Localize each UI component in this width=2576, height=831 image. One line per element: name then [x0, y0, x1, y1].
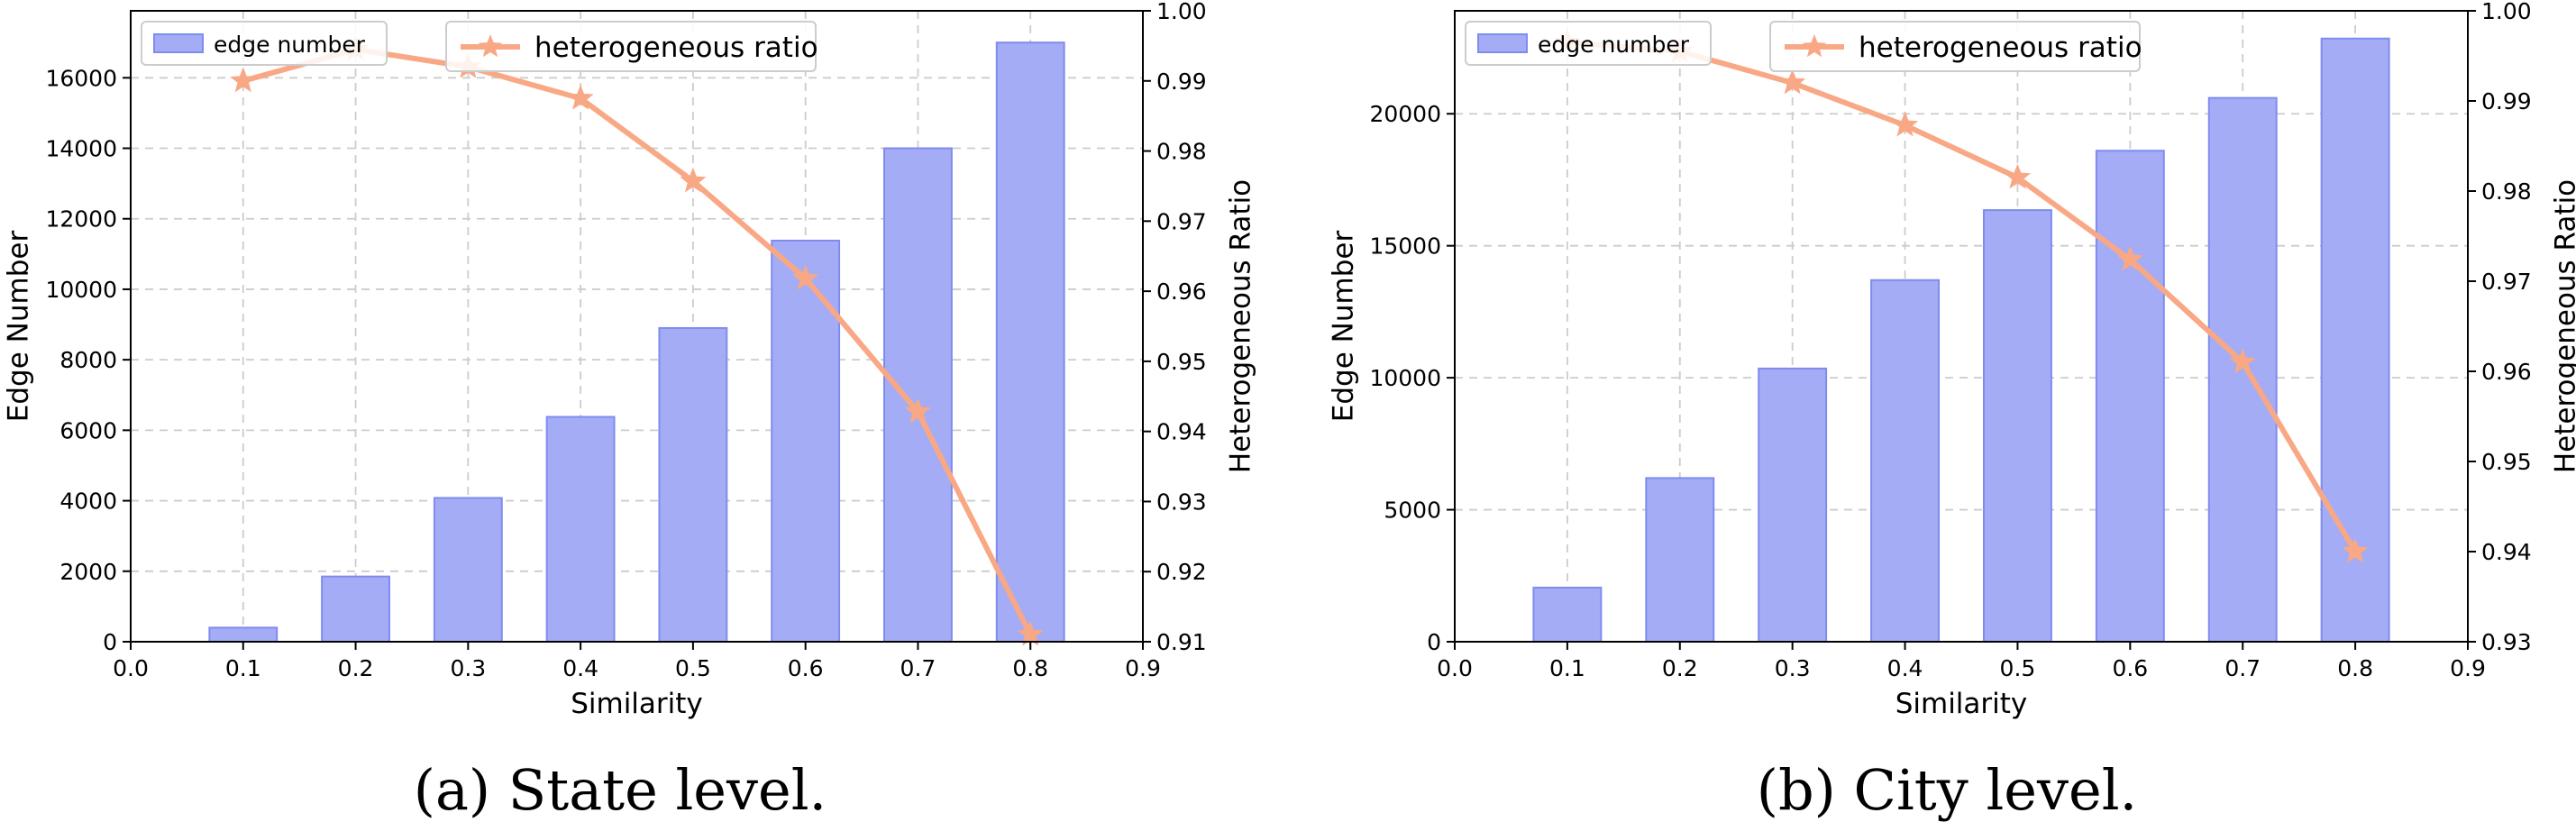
- bar-0.5: [1984, 210, 2051, 642]
- x-axis-label: Similarity: [1895, 688, 2028, 720]
- bar-0.8: [997, 42, 1064, 642]
- legend-bar-label: edge number: [214, 32, 366, 58]
- bar-0.1: [1533, 588, 1601, 642]
- legend-bar-label: edge number: [1538, 32, 1690, 58]
- y-tick-label: 2000: [59, 559, 117, 585]
- x-tick-label: 0.6: [788, 655, 824, 681]
- legend-bar: edge number: [142, 22, 387, 65]
- x-tick-label: 0.1: [225, 655, 261, 681]
- y-tick-label: 0: [103, 629, 117, 655]
- chart-panel-2: 0.0 0.1 0.2 0.3 0.4 0.5 0.6 0.7 0.8 0.9 0 5000 10000…: [1328, 0, 2576, 823]
- legend-line-label: heterogeneous ratio: [1859, 32, 2142, 64]
- x-tick-label: 0.4: [1887, 655, 1923, 681]
- bar-0.7: [2209, 98, 2277, 642]
- legend-line: heterogeneous ratio: [1770, 22, 2142, 71]
- figure-caption: (b) City level.: [1757, 757, 2137, 823]
- bar-0.7: [884, 149, 952, 642]
- y2-tick-label: 0.97: [2481, 269, 2532, 295]
- x-tick-label: 0.5: [675, 655, 711, 681]
- x-tick-label: 0.1: [1549, 655, 1585, 681]
- y2-tick-label: 0.95: [1156, 349, 1207, 375]
- legend-line: heterogeneous ratio: [446, 22, 818, 71]
- bar-0.3: [1758, 369, 1826, 642]
- chart-panel-1: 0.0 0.1 0.2 0.3 0.4 0.5 0.6 0.7 0.8 0.9 0 2000 4000 6…: [3, 0, 1257, 823]
- bar-0.2: [322, 577, 389, 642]
- bar-0.6: [772, 241, 839, 642]
- axes-frame: [131, 11, 1143, 642]
- gridlines: [131, 11, 1143, 642]
- y2-tick-label: 0.94: [1156, 419, 1207, 445]
- x-tick-label: 0.2: [338, 655, 374, 681]
- x-tick-label: 0.7: [900, 655, 936, 681]
- y2-axis-label: Heterogeneous Ratio: [1225, 179, 1257, 473]
- x-tick-label: 0.6: [2112, 655, 2148, 681]
- y-tick-label: 5000: [1384, 498, 1441, 524]
- y2-tick-label: 0.95: [2481, 449, 2532, 475]
- y2-tick-label: 0.93: [1156, 489, 1207, 515]
- y2-tick-label: 0.91: [1156, 629, 1207, 655]
- x-tick-label: 0.3: [450, 655, 486, 681]
- x-tick-label: 0.2: [1662, 655, 1698, 681]
- bar-0.4: [547, 417, 615, 642]
- bar-0.2: [1646, 478, 1713, 642]
- y2-tick-label: 1.00: [1156, 0, 1207, 24]
- y2-tick-label: 1.00: [2481, 0, 2532, 24]
- bar-0.3: [434, 498, 502, 642]
- y2-tick-label: 0.93: [2481, 629, 2532, 655]
- y2-tick-label: 0.94: [2481, 539, 2532, 565]
- y-tick-label: 0: [1427, 629, 1441, 655]
- legend-bar-swatch: [154, 34, 203, 52]
- y2-tick-label: 0.92: [1156, 559, 1207, 585]
- y-tick-label: 20000: [1369, 101, 1441, 127]
- y-tick-label: 4000: [59, 489, 117, 515]
- bar-series: [1533, 39, 2389, 642]
- bar-0.4: [1871, 280, 1939, 642]
- x-tick-label: 0.9: [2450, 655, 2486, 681]
- bar-0.6: [2096, 151, 2164, 642]
- y2-tick-label: 0.97: [1156, 208, 1207, 234]
- y2-tick-label: 0.99: [1156, 68, 1207, 95]
- y-tick-label: 15000: [1369, 233, 1441, 260]
- x-tick-label: 0.8: [1012, 655, 1048, 681]
- y-tick-label: 10000: [45, 277, 117, 303]
- bar-0.1: [209, 627, 277, 642]
- x-tick-label: 0.0: [1437, 655, 1473, 681]
- y2-tick-label: 0.96: [1156, 279, 1207, 305]
- x-axis-label: Similarity: [571, 688, 703, 720]
- y-tick-label: 12000: [45, 206, 117, 233]
- y2-axis-label: Heterogeneous Ratio: [2550, 179, 2576, 473]
- y-tick-label: 6000: [59, 417, 117, 443]
- legend-bar-swatch: [1478, 34, 1527, 52]
- y-tick-label: 16000: [45, 65, 117, 91]
- x-tick-label: 0.4: [562, 655, 598, 681]
- legend-line-label: heterogeneous ratio: [534, 32, 818, 64]
- y2-tick-label: 0.96: [2481, 359, 2532, 385]
- x-tick-label: 0.3: [1775, 655, 1811, 681]
- y-tick-label: 8000: [59, 347, 117, 373]
- y-tick-label: 14000: [45, 136, 117, 162]
- y-axis-label: Edge Number: [3, 231, 35, 423]
- y2-tick-label: 0.98: [1156, 139, 1207, 165]
- x-tick-label: 0.8: [2337, 655, 2373, 681]
- x-tick-label: 0.9: [1125, 655, 1161, 681]
- y2-tick-label: 0.98: [2481, 178, 2532, 205]
- axes-frame: [1455, 11, 2468, 642]
- x-tick-label: 0.5: [2000, 655, 2036, 681]
- bar-series: [209, 42, 1064, 642]
- gridlines: [1455, 11, 2468, 642]
- y-axis-label: Edge Number: [1328, 231, 1360, 423]
- x-tick-label: 0.0: [113, 655, 149, 681]
- legend-bar: edge number: [1466, 22, 1711, 65]
- figure-caption: (a) State level.: [414, 757, 827, 823]
- x-tick-label: 0.7: [2224, 655, 2261, 681]
- bar-0.5: [659, 328, 726, 642]
- y-tick-label: 10000: [1369, 365, 1441, 391]
- y2-tick-label: 0.99: [2481, 88, 2532, 114]
